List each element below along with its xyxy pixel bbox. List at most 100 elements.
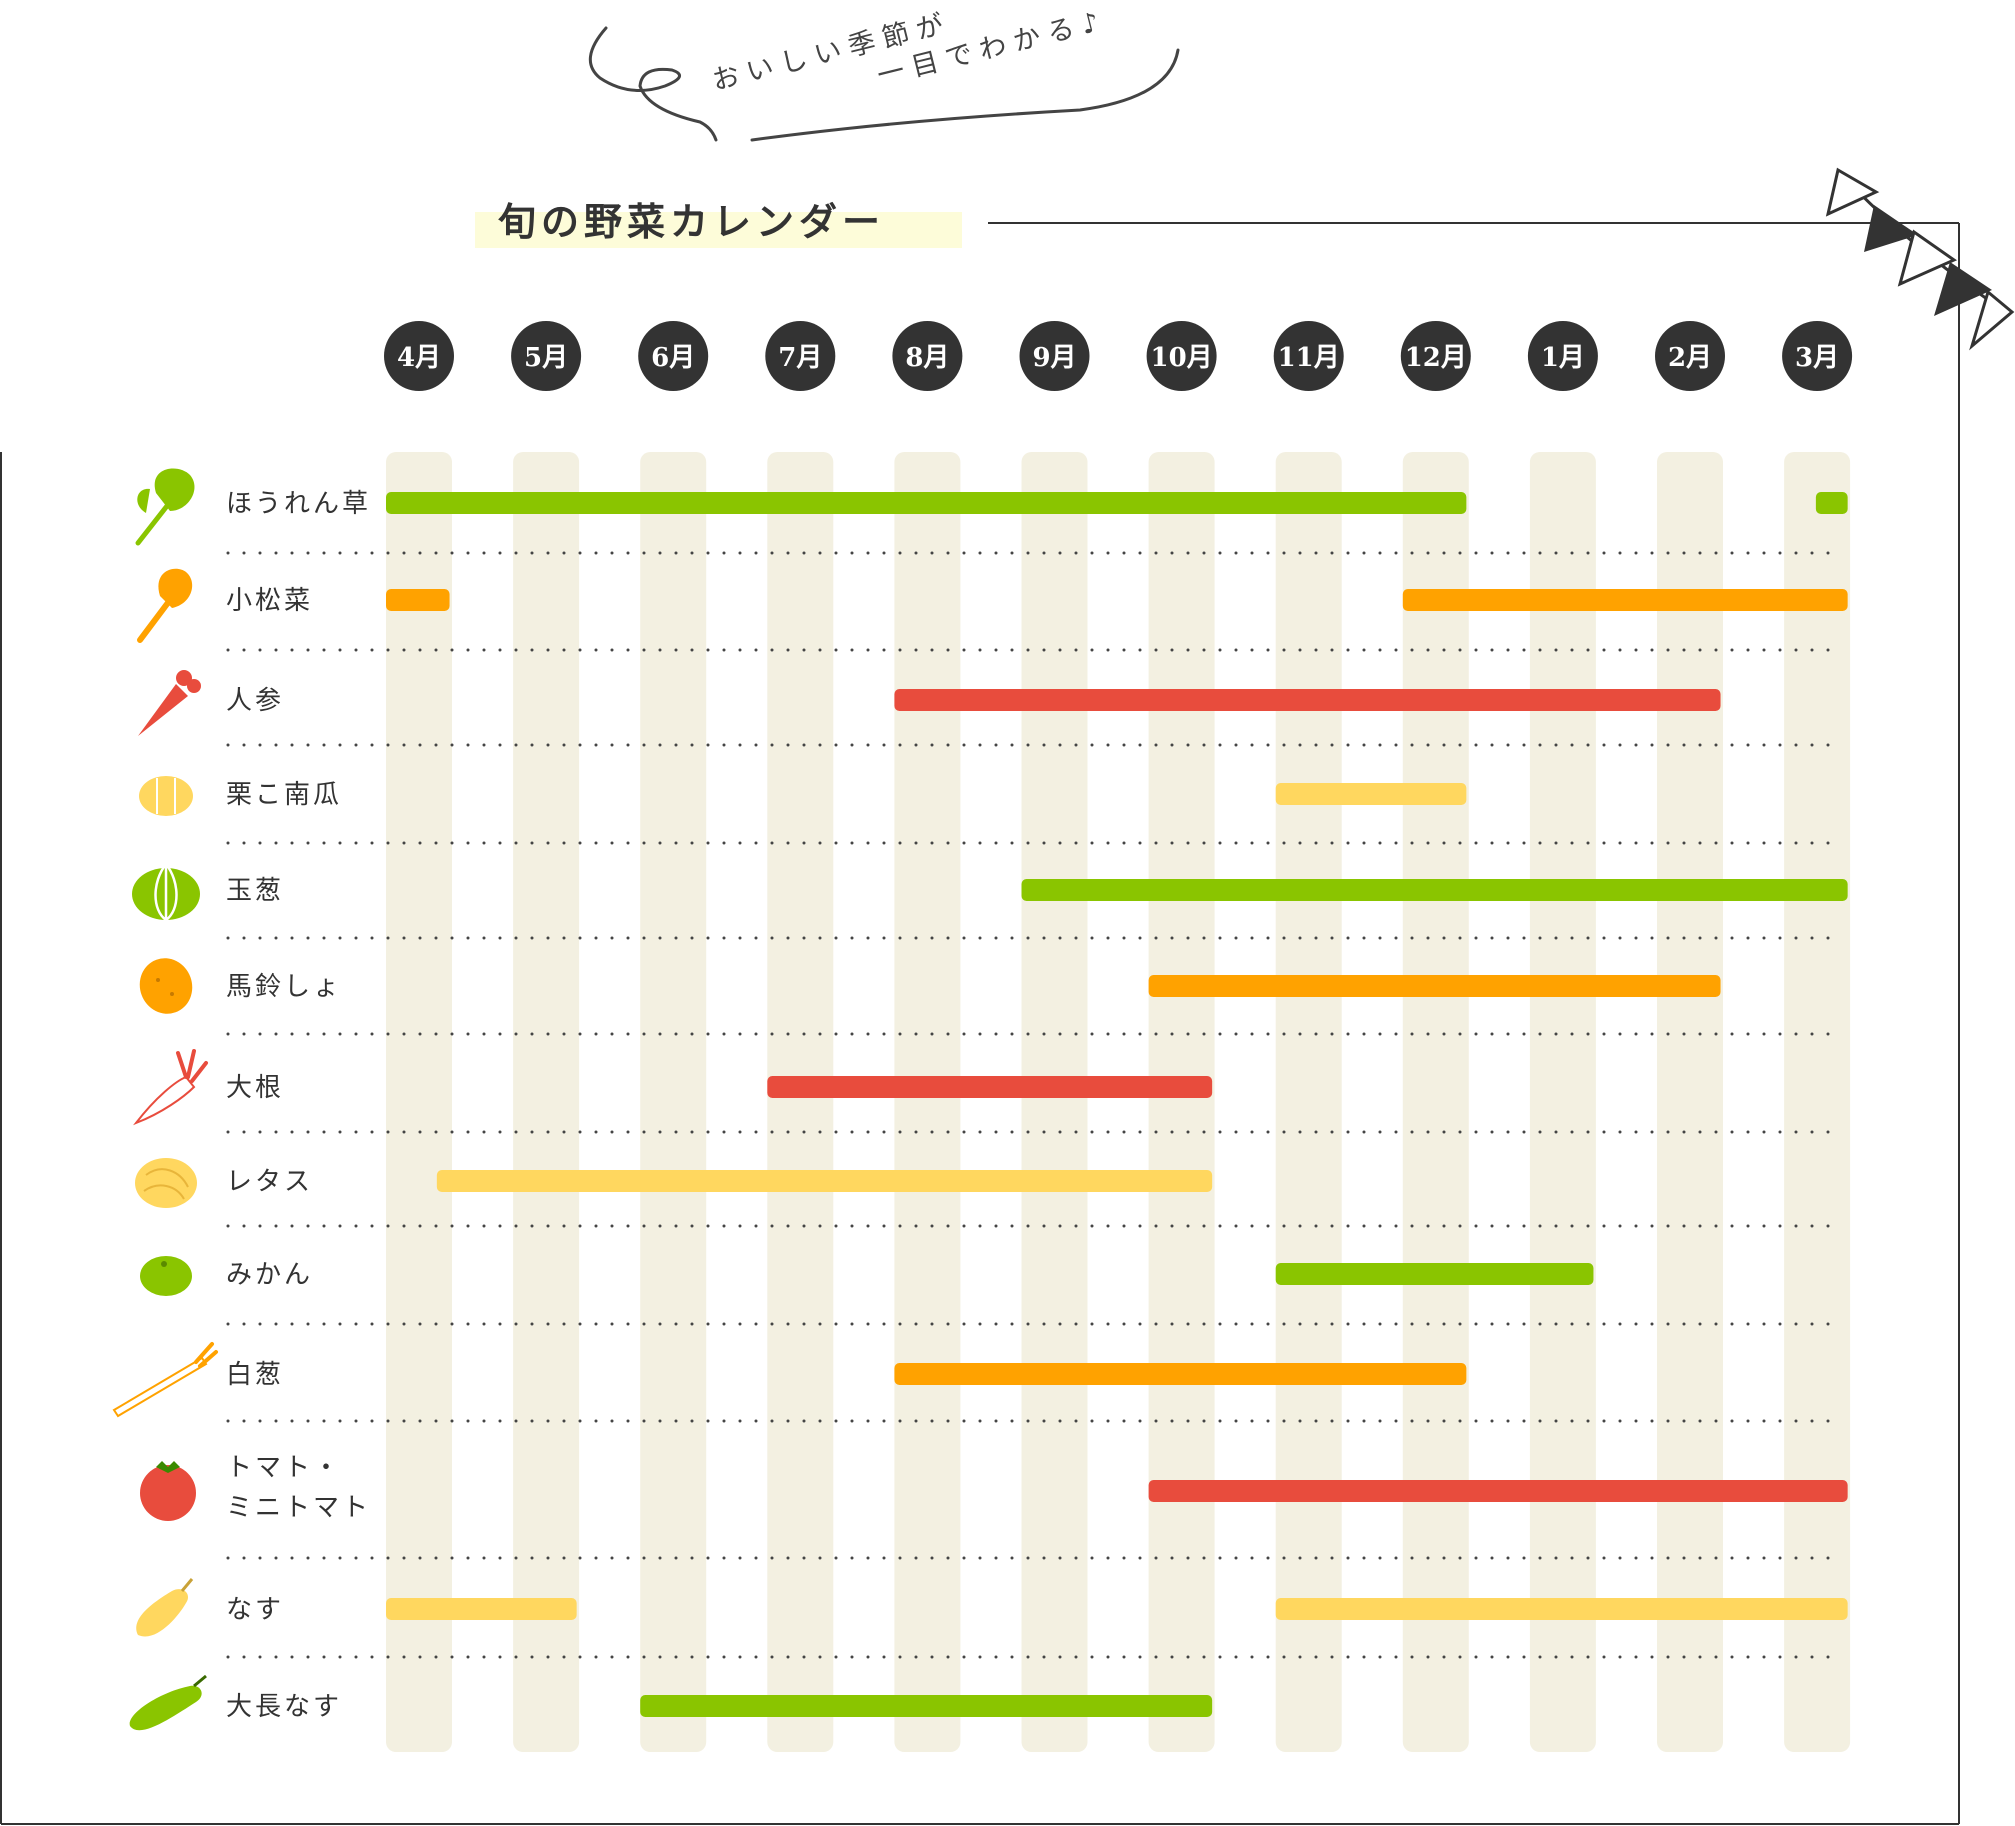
carrot-leaf [176,670,192,686]
season-bar [894,689,1721,711]
month-column [1275,452,1342,1752]
onion-icon [132,863,200,922]
leek-icon [112,1342,218,1418]
season-bars [386,492,1848,1717]
month-header: 11月 [1273,321,1344,391]
month-label: 1月 [1541,343,1585,373]
eggplant-icon [136,1578,194,1637]
month-circle [1655,321,1725,391]
month-header: 2月 [1655,321,1725,391]
carrot-icon [138,670,201,736]
daikon-icon [133,1049,208,1126]
pumpkin-rib [156,778,176,814]
month-label: 10月 [1151,343,1213,373]
month-column [894,452,961,1752]
season-bar [386,589,450,611]
season-bar [386,492,1467,514]
stem [137,597,173,643]
month-label: 12月 [1405,343,1467,373]
long-eggplant-body [129,1685,202,1731]
komatsuna-icon [137,568,193,643]
month-columns [386,452,1851,1752]
month-label: 2月 [1668,343,1712,373]
month-circle [765,321,836,391]
month-column [640,452,707,1752]
vegetable-label: トマト・ [226,1453,342,1483]
vegetable-label: 栗こ南瓜 [226,780,342,810]
vegetable-label: 大長なす [226,1692,342,1722]
month-label: 3月 [1795,343,1839,373]
vegetable-label: ほうれん草 [226,489,371,519]
month-circle [1400,321,1471,391]
season-bar [386,1598,577,1620]
month-circle [1527,321,1598,391]
onion-lines [154,863,178,922]
lettuce-icon [135,1158,197,1208]
month-circle [638,321,709,391]
long-eggplant-stem [193,1674,207,1688]
month-header: 1月 [1527,321,1598,391]
season-bar [1275,783,1467,805]
season-bar [1148,1480,1848,1502]
leaf [158,568,193,608]
season-bar [1402,589,1848,611]
vegetable-label: みかん [226,1260,313,1290]
month-column [386,452,452,1752]
vegetable-labels: ほうれん草小松菜人参栗こ南瓜玉葱馬鈴しょ大根レタスみかん白葱トマト・ミニトマトな… [226,489,371,1722]
tagline: おいしい季節が 一目でわかる♪ [709,5,1110,97]
month-column [1021,452,1088,1752]
month-circle [1019,321,1090,391]
title-highlight [475,212,962,248]
month-header: 12月 [1400,321,1471,391]
month-label: 4月 [397,343,441,373]
season-bar [1148,975,1721,997]
bunting-decoration [1825,167,2015,351]
month-column [513,452,580,1752]
pumpkin-icon [139,776,193,816]
month-column [1657,452,1723,1752]
season-bar [640,1695,1213,1717]
month-label: 8月 [905,343,949,373]
month-column [1529,452,1596,1752]
eggplant-body [136,1589,189,1637]
month-header: 3月 [1782,321,1853,391]
vegetable-label: 玉葱 [226,876,284,906]
month-header: 7月 [765,321,836,391]
leek-body [112,1356,208,1418]
lettuce-body [135,1158,197,1208]
month-header: 6月 [638,321,709,391]
flag-icon [1969,289,2015,351]
vegetable-label: 人参 [226,686,284,716]
leaf [154,468,195,511]
page-title: 旬の野菜カレンダー [498,200,885,244]
vegetable-label: 大根 [226,1073,284,1103]
mikan-top [161,1261,167,1267]
potato-body [139,958,193,1014]
month-label: 5月 [524,343,568,373]
month-headers: 4月 5月 6月 7月 8月 9月 10月 11月 12月 1月 2月 3月 [384,321,1853,391]
month-column [1784,452,1851,1752]
potato-eye [170,992,174,996]
month-header: 4月 [384,321,454,391]
season-bar [1275,1598,1848,1620]
vegetable-icons [112,468,218,1731]
row-dividers [226,551,1842,1659]
carrot-leaf [187,679,201,693]
leek-top [194,1342,218,1368]
vegetable-label: レタス [226,1167,313,1197]
season-bar [1815,492,1848,514]
spinach-icon [135,468,195,546]
month-circle [1782,321,1853,391]
daikon-leaf [176,1049,208,1083]
month-circle [1146,321,1217,391]
long-eggplant-icon [129,1674,207,1731]
carrot-body [138,684,188,736]
season-bar [1275,1263,1594,1285]
flag-icon [1897,229,1958,287]
month-label: 7月 [778,343,822,373]
month-circle [384,321,454,391]
month-circle [892,321,963,391]
pumpkin-body [139,776,193,816]
potato-eye [156,978,160,982]
